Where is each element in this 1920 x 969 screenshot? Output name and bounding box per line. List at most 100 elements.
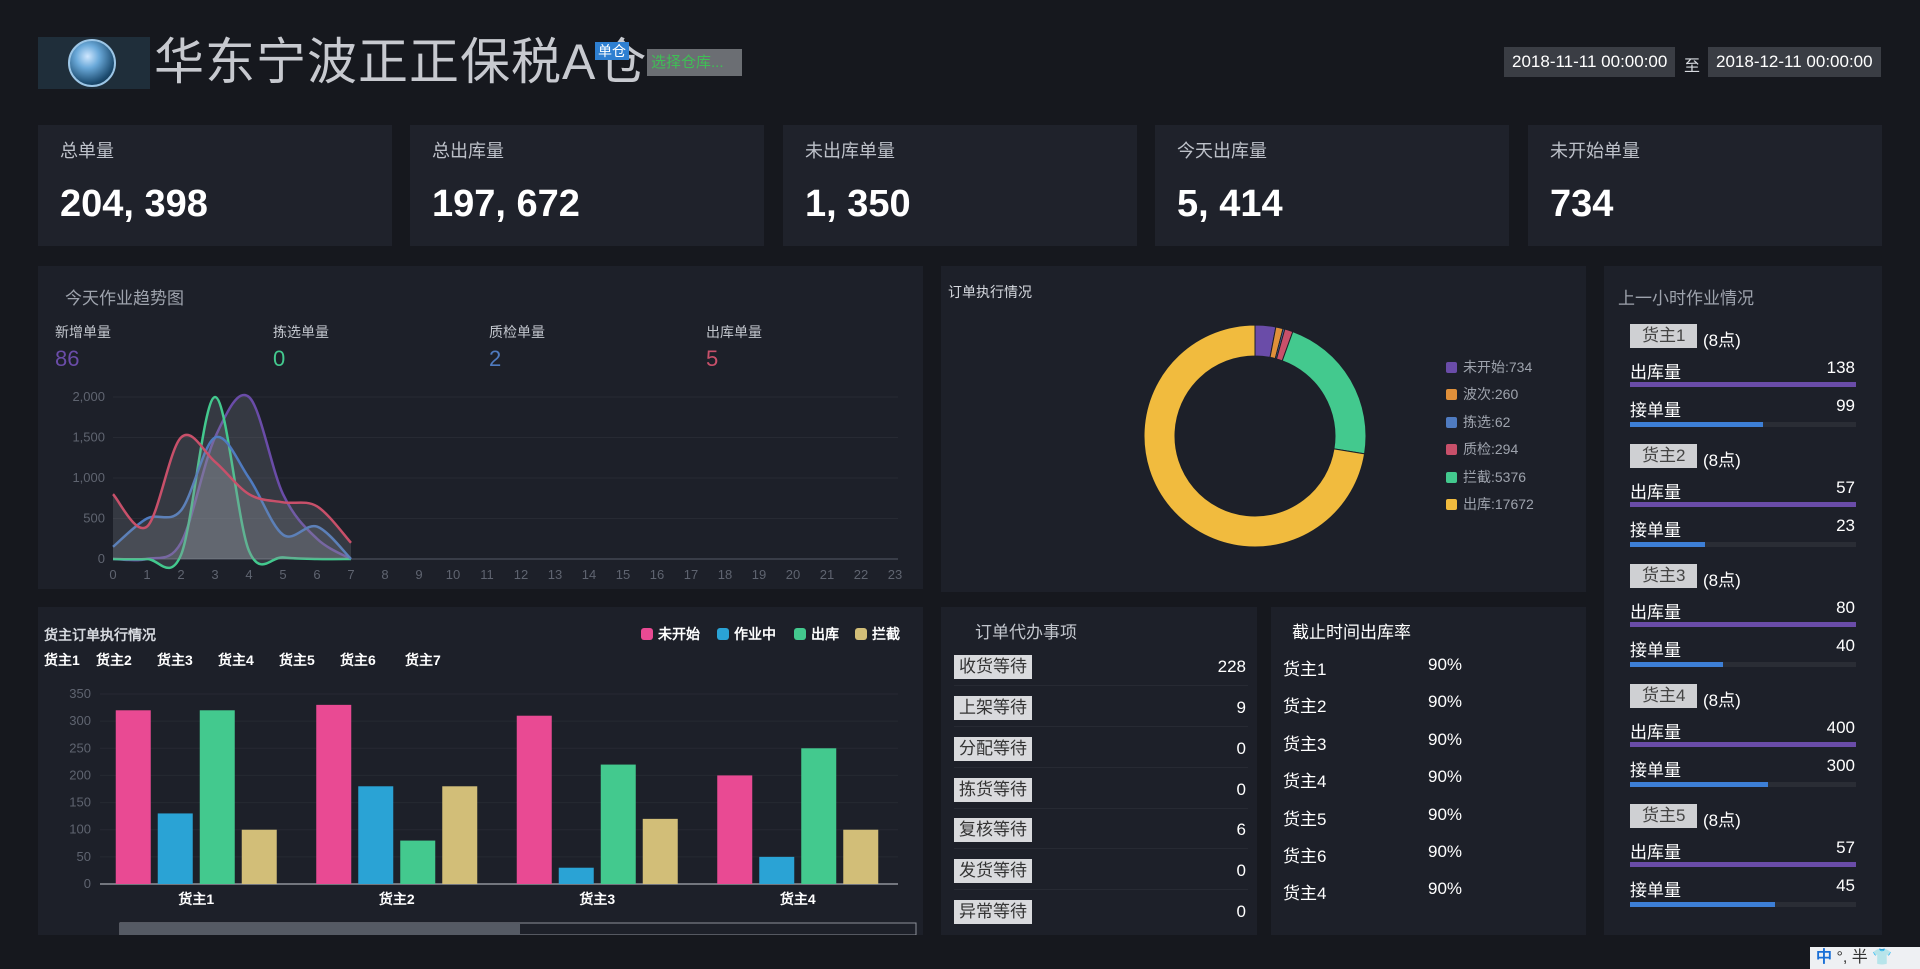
rate-row: 货主4 90% [1283,879,1462,904]
owner-filter-item[interactable]: 货主6 [340,652,376,668]
owner-tag[interactable]: 货主4 [1630,684,1698,708]
out-bar-fill [1630,742,1856,747]
x-tick-label: 3 [211,567,218,582]
owner-filter-item[interactable]: 货主4 [218,652,254,668]
x-tick-label: 23 [888,567,902,582]
bar [316,704,352,884]
recv-label: 接单量 [1630,641,1681,660]
recv-bar-fill [1630,422,1764,427]
stat-label: 未出库单量 [805,141,895,161]
owner-hour: (8点) [1703,331,1741,350]
owner-tag[interactable]: 货主3 [1630,564,1698,588]
out-label: 出库量 [1630,483,1681,502]
series-area [113,434,351,559]
y-tick-label: 2,000 [72,389,105,404]
warehouse-select[interactable]: 选择仓库... [647,49,742,76]
out-bar-fill [1630,862,1856,867]
x-tick-label: 13 [548,567,562,582]
donut-legend-item[interactable]: 质检:294 [1446,439,1518,459]
owner-filter-item[interactable]: 货主5 [279,652,315,668]
shirt-icon: 👕 [1872,949,1893,966]
bar [400,840,436,884]
bar [516,715,552,884]
todo-label: 上架等待 [954,696,1032,720]
rate-owner: 货主2 [1283,697,1327,716]
x-tick-label: 18 [718,567,732,582]
donut-legend-item[interactable]: 拣选:62 [1446,412,1510,432]
todo-count: 9 [1236,698,1246,717]
todo-row[interactable]: 异常等待 0 [954,895,1248,931]
todo-row[interactable]: 上架等待 9 [954,691,1248,727]
todo-row[interactable]: 发货等待 0 [954,854,1248,890]
out-value: 80 [1836,598,1855,617]
legend-label: 未开始:734 [1463,359,1533,375]
y-tick-label: 150 [69,795,91,810]
x-tick-label: 7 [347,567,354,582]
bar [442,786,478,884]
recv-bar [1630,542,1856,547]
todo-label: 拣货等待 [954,778,1032,802]
owner-tag[interactable]: 货主1 [1630,324,1698,348]
owner-tag[interactable]: 货主5 [1630,804,1698,828]
y-tick-label: 250 [69,740,91,755]
bar-legend-item[interactable]: 作业中 [717,624,776,644]
stat-card-total-outbound: 总出库量 197, 672 [410,125,764,246]
out-bar-fill [1630,622,1856,627]
recv-bar-fill [1630,902,1775,907]
ime-mode: °, 半 [1836,949,1868,966]
owner-filter-item[interactable]: 货主1 [44,652,80,668]
rate-pct: 90% [1428,730,1463,749]
todo-count: 6 [1236,820,1246,839]
x-tick-label: 14 [582,567,596,582]
todo-row[interactable]: 收货等待 228 [954,650,1248,686]
donut-legend-item[interactable]: 拦截:5376 [1446,467,1526,487]
bar [642,818,678,884]
x-tick-label: 22 [854,567,868,582]
legend-label: 拣选:62 [1463,414,1511,430]
rate-panel [1271,607,1586,935]
date-from-input[interactable]: 2018-11-11 00:00:00 [1504,47,1676,77]
rate-pct: 90% [1428,879,1463,898]
ime-status[interactable]: 中 °, 半 👕 [1810,947,1920,969]
y-tick-label: 100 [69,822,91,837]
donut-legend-item[interactable]: 波次:260 [1446,384,1518,404]
owner-tag[interactable]: 货主2 [1630,444,1698,468]
bar [358,786,394,884]
todo-row[interactable]: 分配等待 0 [954,732,1248,768]
rate-pct: 90% [1428,805,1463,824]
owner-filter-item[interactable]: 货主2 [96,652,132,668]
recv-bar-fill [1630,782,1768,787]
x-tick-label: 12 [514,567,528,582]
trend-metric-value: 86 [55,346,80,371]
rate-owner: 货主3 [1283,735,1327,754]
bar [199,710,235,884]
x-tick-label: 17 [684,567,698,582]
owner-filter-item[interactable]: 货主3 [157,652,193,668]
bar-legend-item[interactable]: 出库 [794,624,839,644]
bar-legend-item[interactable]: 拦截 [855,624,900,644]
x-tick-label: 20 [786,567,800,582]
rate-row: 货主4 90% [1283,767,1462,792]
stat-label: 未开始单量 [1550,141,1640,161]
donut-legend-item[interactable]: 出库:17672 [1446,494,1534,514]
date-to-input[interactable]: 2018-12-11 00:00:00 [1708,47,1881,77]
out-bar [1630,502,1856,507]
x-tick-label: 15 [616,567,630,582]
recv-bar [1630,422,1856,427]
stat-card-today-outbound: 今天出库量 5, 414 [1155,125,1509,246]
todo-row[interactable]: 拣货等待 0 [954,773,1248,809]
out-value: 57 [1836,478,1855,497]
owner-filter-item[interactable]: 货主7 [405,652,441,668]
bar [843,829,879,884]
bar-legend-item[interactable]: 未开始 [641,624,700,644]
legend-swatch [794,628,806,640]
stat-card-total-orders: 总单量 204, 398 [38,125,392,246]
out-label: 出库量 [1630,603,1681,622]
donut-legend-item[interactable]: 未开始:734 [1446,357,1532,377]
legend-swatch [1446,417,1457,428]
todo-row[interactable]: 复核等待 6 [954,813,1248,849]
bar [115,710,151,884]
globe-icon [68,39,116,87]
legend-swatch [1446,499,1457,510]
owner-chart-title: 货主订单执行情况 [44,627,156,643]
